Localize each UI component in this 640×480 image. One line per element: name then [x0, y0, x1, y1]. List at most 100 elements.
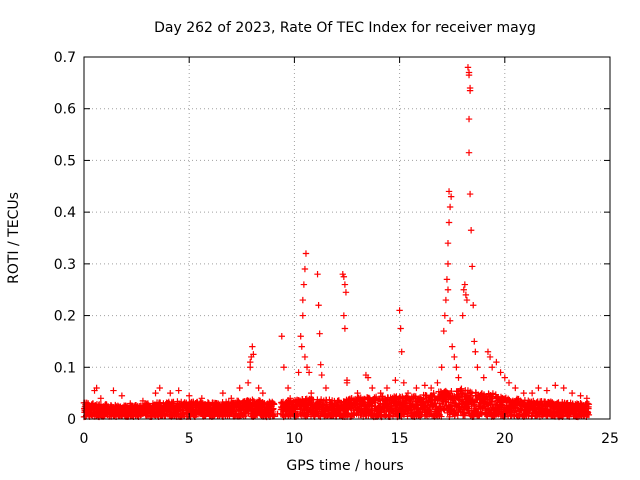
data-point	[270, 405, 277, 412]
x-tick-label: 5	[185, 431, 194, 447]
data-point	[465, 71, 473, 79]
data-point	[427, 384, 435, 392]
data-point	[297, 333, 304, 340]
data-point	[444, 286, 452, 293]
data-point	[250, 351, 257, 358]
data-point	[472, 348, 479, 355]
data-point	[299, 312, 307, 319]
data-point	[421, 382, 429, 389]
data-point	[467, 227, 475, 234]
data-point	[236, 384, 243, 392]
data-point	[461, 412, 469, 419]
y-axis-label: ROTI / TECUs	[6, 192, 22, 284]
data-point	[247, 358, 254, 366]
data-point	[315, 302, 322, 309]
data-point	[255, 384, 262, 392]
data-point	[139, 397, 147, 405]
data-point	[464, 64, 472, 71]
data-point	[364, 374, 372, 381]
data-point	[501, 374, 508, 381]
data-point	[340, 273, 348, 280]
data-point	[284, 384, 292, 392]
data-point	[301, 353, 309, 361]
data-point	[552, 382, 559, 389]
data-point	[528, 389, 536, 397]
data-point	[488, 364, 496, 371]
data-point	[118, 392, 126, 399]
data-point	[278, 333, 285, 340]
data-point	[249, 343, 256, 350]
data-point	[342, 289, 350, 296]
y-tick-label: 0.4	[54, 205, 76, 221]
data-point	[455, 374, 462, 381]
data-point	[383, 384, 391, 392]
data-point	[314, 271, 321, 278]
data-point	[480, 374, 487, 381]
y-tick-label: 0.1	[54, 360, 76, 376]
plot-frame	[83, 56, 611, 420]
data-point	[305, 369, 313, 376]
data-point	[301, 265, 309, 273]
data-point	[341, 281, 349, 288]
data-point	[484, 348, 492, 355]
data-point	[219, 389, 227, 397]
x-tick-label: 25	[601, 431, 619, 447]
data-point	[465, 115, 473, 123]
data-point	[585, 401, 593, 408]
data-point	[474, 364, 481, 371]
data-point	[167, 389, 174, 397]
data-point	[404, 389, 412, 397]
data-point	[447, 193, 455, 200]
data-point	[520, 389, 527, 397]
data-point	[303, 364, 311, 371]
data-point	[280, 364, 288, 371]
data-point	[462, 291, 470, 299]
data-point	[438, 364, 445, 371]
data-point	[583, 395, 591, 402]
data-point	[471, 338, 478, 345]
data-point	[442, 296, 450, 304]
data-point	[543, 387, 551, 394]
data-point	[398, 348, 405, 355]
data-point	[377, 389, 384, 397]
data-point	[449, 343, 456, 350]
data-point	[198, 395, 206, 402]
data-point	[445, 188, 453, 195]
data-point	[459, 312, 466, 319]
data-point	[443, 276, 451, 283]
data-point	[460, 286, 467, 293]
data-point	[343, 379, 351, 386]
data-point	[299, 296, 307, 304]
data-point	[446, 317, 454, 324]
data-point	[152, 389, 159, 397]
axis-ticks	[83, 56, 611, 420]
data-point	[186, 392, 193, 399]
data-point	[93, 384, 100, 392]
data-point	[468, 263, 476, 270]
data-point	[463, 296, 471, 304]
data-point	[505, 379, 513, 386]
data-point	[397, 325, 404, 332]
data-point	[302, 250, 310, 257]
data-point	[512, 384, 519, 392]
data-point	[317, 361, 324, 368]
data-point	[396, 307, 403, 314]
data-point	[85, 400, 92, 407]
data-point	[430, 389, 437, 397]
data-point	[466, 87, 474, 94]
data-point	[340, 312, 348, 319]
x-axis-label: GPS time / hours	[286, 458, 403, 474]
data-point	[444, 239, 452, 247]
y-tick-label: 0.7	[54, 50, 76, 66]
data-point	[451, 353, 458, 361]
data-point	[354, 389, 361, 397]
data-point	[568, 389, 576, 397]
data-point	[156, 384, 163, 392]
data-point	[440, 327, 447, 335]
data-point	[512, 406, 520, 414]
data-point	[466, 190, 474, 198]
x-tick-label: 0	[80, 431, 89, 447]
data-point	[127, 400, 134, 407]
data-point	[444, 260, 452, 268]
